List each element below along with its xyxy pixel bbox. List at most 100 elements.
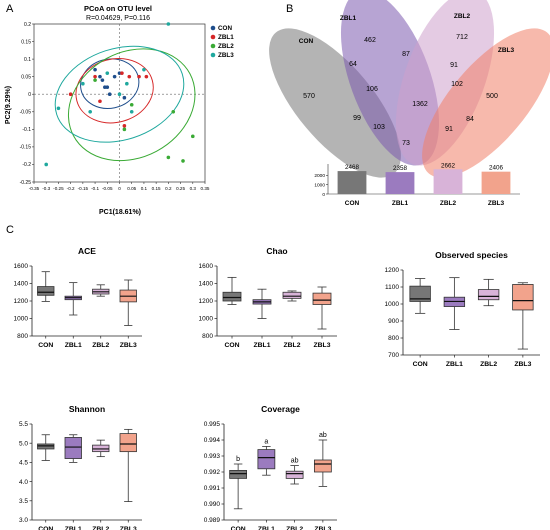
boxplot-box-con: [229, 469, 247, 479]
pcoa-ellipse-zbl2: [67, 48, 196, 162]
pcoa-ytick-label: -0.05: [20, 110, 32, 116]
venn-set-zbl2: [395, 0, 495, 166]
boxplot-ytick-label: 3.0: [19, 517, 28, 524]
boxplot-ytick-label: 5.5: [19, 421, 28, 428]
pcoa-xtick-label: 0.1: [141, 186, 148, 191]
boxplot-significance-letter: ab: [291, 458, 299, 465]
boxplot-category-label: ZBL2: [284, 342, 301, 349]
boxplot-category-label: ZBL3: [120, 526, 137, 530]
boxplot-category-label: ZBL3: [120, 342, 137, 349]
venn-region-count: 106: [366, 86, 378, 93]
boxplot-ytick-label: 0.989: [204, 517, 221, 524]
pcoa-ytick-label: 0.15: [21, 39, 31, 45]
pcoa-point-zbl3: [44, 162, 49, 167]
boxplot-ytick-label: 900: [388, 318, 399, 325]
venn-diagram: CON ZBL1 ZBL2 ZBL3 462 712 570 500 64 87 91 106 1362…: [269, 0, 550, 207]
pcoa-legend-label: CON: [218, 25, 232, 32]
boxplot-ytick-label: 5.0: [19, 440, 28, 447]
pcoa-point-zbl1: [127, 74, 132, 79]
venn-region-count: 102: [451, 81, 463, 88]
boxplot-title: Chao: [266, 246, 287, 256]
pcoa-ytick-label: 0.2: [24, 22, 31, 28]
pcoa-ytick-label: 0.05: [21, 74, 31, 80]
pcoa-point-con: [93, 67, 97, 72]
pcoa-ellipse-zbl1: [75, 58, 154, 124]
boxplot-ytick-label: 0.993: [204, 453, 221, 460]
venn-bar-zbl1: [385, 172, 415, 194]
pcoa-xtick-label: -0.05: [102, 186, 113, 191]
pcoa-point-zbl3: [117, 92, 122, 97]
boxplot-ytick-label: 1600: [199, 263, 214, 270]
pcoa-ytick-label: 0: [28, 92, 31, 98]
pcoa-point-zbl2: [122, 127, 127, 132]
boxplot-category-label: ZBL1: [254, 342, 271, 349]
boxplot-box-zbl3: [313, 459, 332, 473]
venn-region-count: 73: [402, 140, 410, 147]
boxplot-significance-letter: ab: [319, 432, 327, 439]
pcoa-xtick-label: -0.2: [67, 186, 75, 191]
boxplot-category-label: CON: [224, 342, 239, 349]
boxplot-box-con: [409, 285, 431, 302]
pcoa-legend-marker: [210, 25, 216, 31]
pcoa-legend-label: ZBL2: [218, 43, 234, 50]
boxplot-ytick-label: 0.994: [204, 437, 221, 444]
pcoa-point-zbl1: [122, 124, 127, 128]
venn-bar-ytick-label: 2000: [314, 173, 325, 179]
boxplot-ytick-label: 1200: [14, 298, 29, 305]
boxplot-ytick-label: 3.5: [19, 498, 28, 505]
venn-bar-zbl3: [481, 171, 511, 194]
venn-region-count: 570: [303, 93, 315, 100]
pcoa-point-zbl3: [105, 71, 110, 75]
boxplot-box-zbl2: [477, 289, 500, 301]
pcoa-point-zbl2: [190, 134, 195, 139]
observed-species-boxplot: Observed species 700 800 900 1000 1100 1200 CON…: [385, 250, 540, 368]
panel-label-b: B: [286, 3, 293, 15]
venn-bar-category: ZBL2: [440, 200, 457, 207]
pcoa-point-zbl1: [98, 99, 102, 104]
venn-region-count: 64: [349, 61, 357, 68]
pcoa-xtick-label: -0.15: [78, 186, 89, 191]
boxplot-box-zbl2: [285, 470, 304, 479]
pcoa-ytick-label: -0.2: [22, 162, 31, 168]
boxplot-ytick-label: 0.995: [204, 421, 221, 428]
venn-region-count: 87: [402, 51, 410, 58]
pcoa-legend-label: ZBL1: [218, 34, 234, 41]
pcoa-xtick-label: 0.15: [152, 186, 161, 191]
pcoa-xtick-label: 0.2: [165, 186, 172, 191]
pcoa-point-zbl1: [144, 74, 149, 79]
pcoa-legend-label: ZBL3: [218, 52, 234, 59]
pcoa-point-zbl2: [166, 155, 171, 160]
pcoa-point-zbl1: [68, 92, 73, 97]
boxplot-category-label: CON: [38, 526, 53, 530]
boxplot-ytick-label: 1000: [385, 301, 400, 308]
boxplot-title: Shannon: [69, 404, 105, 414]
panel-label-a: A: [6, 3, 14, 15]
pcoa-point-zbl3: [88, 109, 92, 114]
shannon-boxplot: Shannon 3.0 3.5 4.0 4.5 5.0 5.5 CON ZBL1 ZBL2 ZBL3: [19, 404, 142, 530]
pcoa-point-zbl3: [81, 81, 85, 86]
boxplot-box-zbl3: [512, 284, 534, 311]
venn-bar-category: ZBL1: [392, 200, 409, 207]
venn-set-con: [269, 28, 401, 178]
boxplot-ytick-label: 1000: [199, 316, 214, 323]
pcoa-legend-marker: [210, 52, 216, 58]
boxplot-ytick-label: 800: [17, 333, 28, 340]
boxplot-category-label: ZBL3: [314, 342, 331, 349]
boxplot-title: Coverage: [261, 404, 300, 414]
coverage-boxplot: Coverage 0.989 0.990 0.991 0.992 0.993 0.994 0.…: [204, 404, 337, 530]
venn-bar-con: [337, 171, 367, 194]
pcoa-xtick-label: 0.3: [190, 186, 197, 191]
boxplot-category-label: CON: [38, 342, 53, 349]
pcoa-point-zbl2: [129, 102, 134, 107]
venn-bar-value: 2468: [345, 164, 360, 171]
panel-label-c: C: [6, 224, 14, 236]
venn-set-label: CON: [299, 38, 314, 45]
pcoa-point-con: [98, 74, 102, 79]
boxplot-category-label: ZBL1: [65, 342, 82, 349]
chao-boxplot: Chao 800 1000 1200 1400 1600 CON ZBL1 ZBL2 ZBL3: [199, 246, 337, 349]
venn-region-count: 91: [450, 62, 458, 69]
venn-bar-ytick-label: 1000: [314, 183, 325, 189]
pcoa-subtitle: R=0.04629, P=0.116: [86, 15, 150, 22]
boxplot-category-label: ZBL2: [480, 361, 497, 368]
venn-bar-value: 2662: [441, 162, 456, 169]
